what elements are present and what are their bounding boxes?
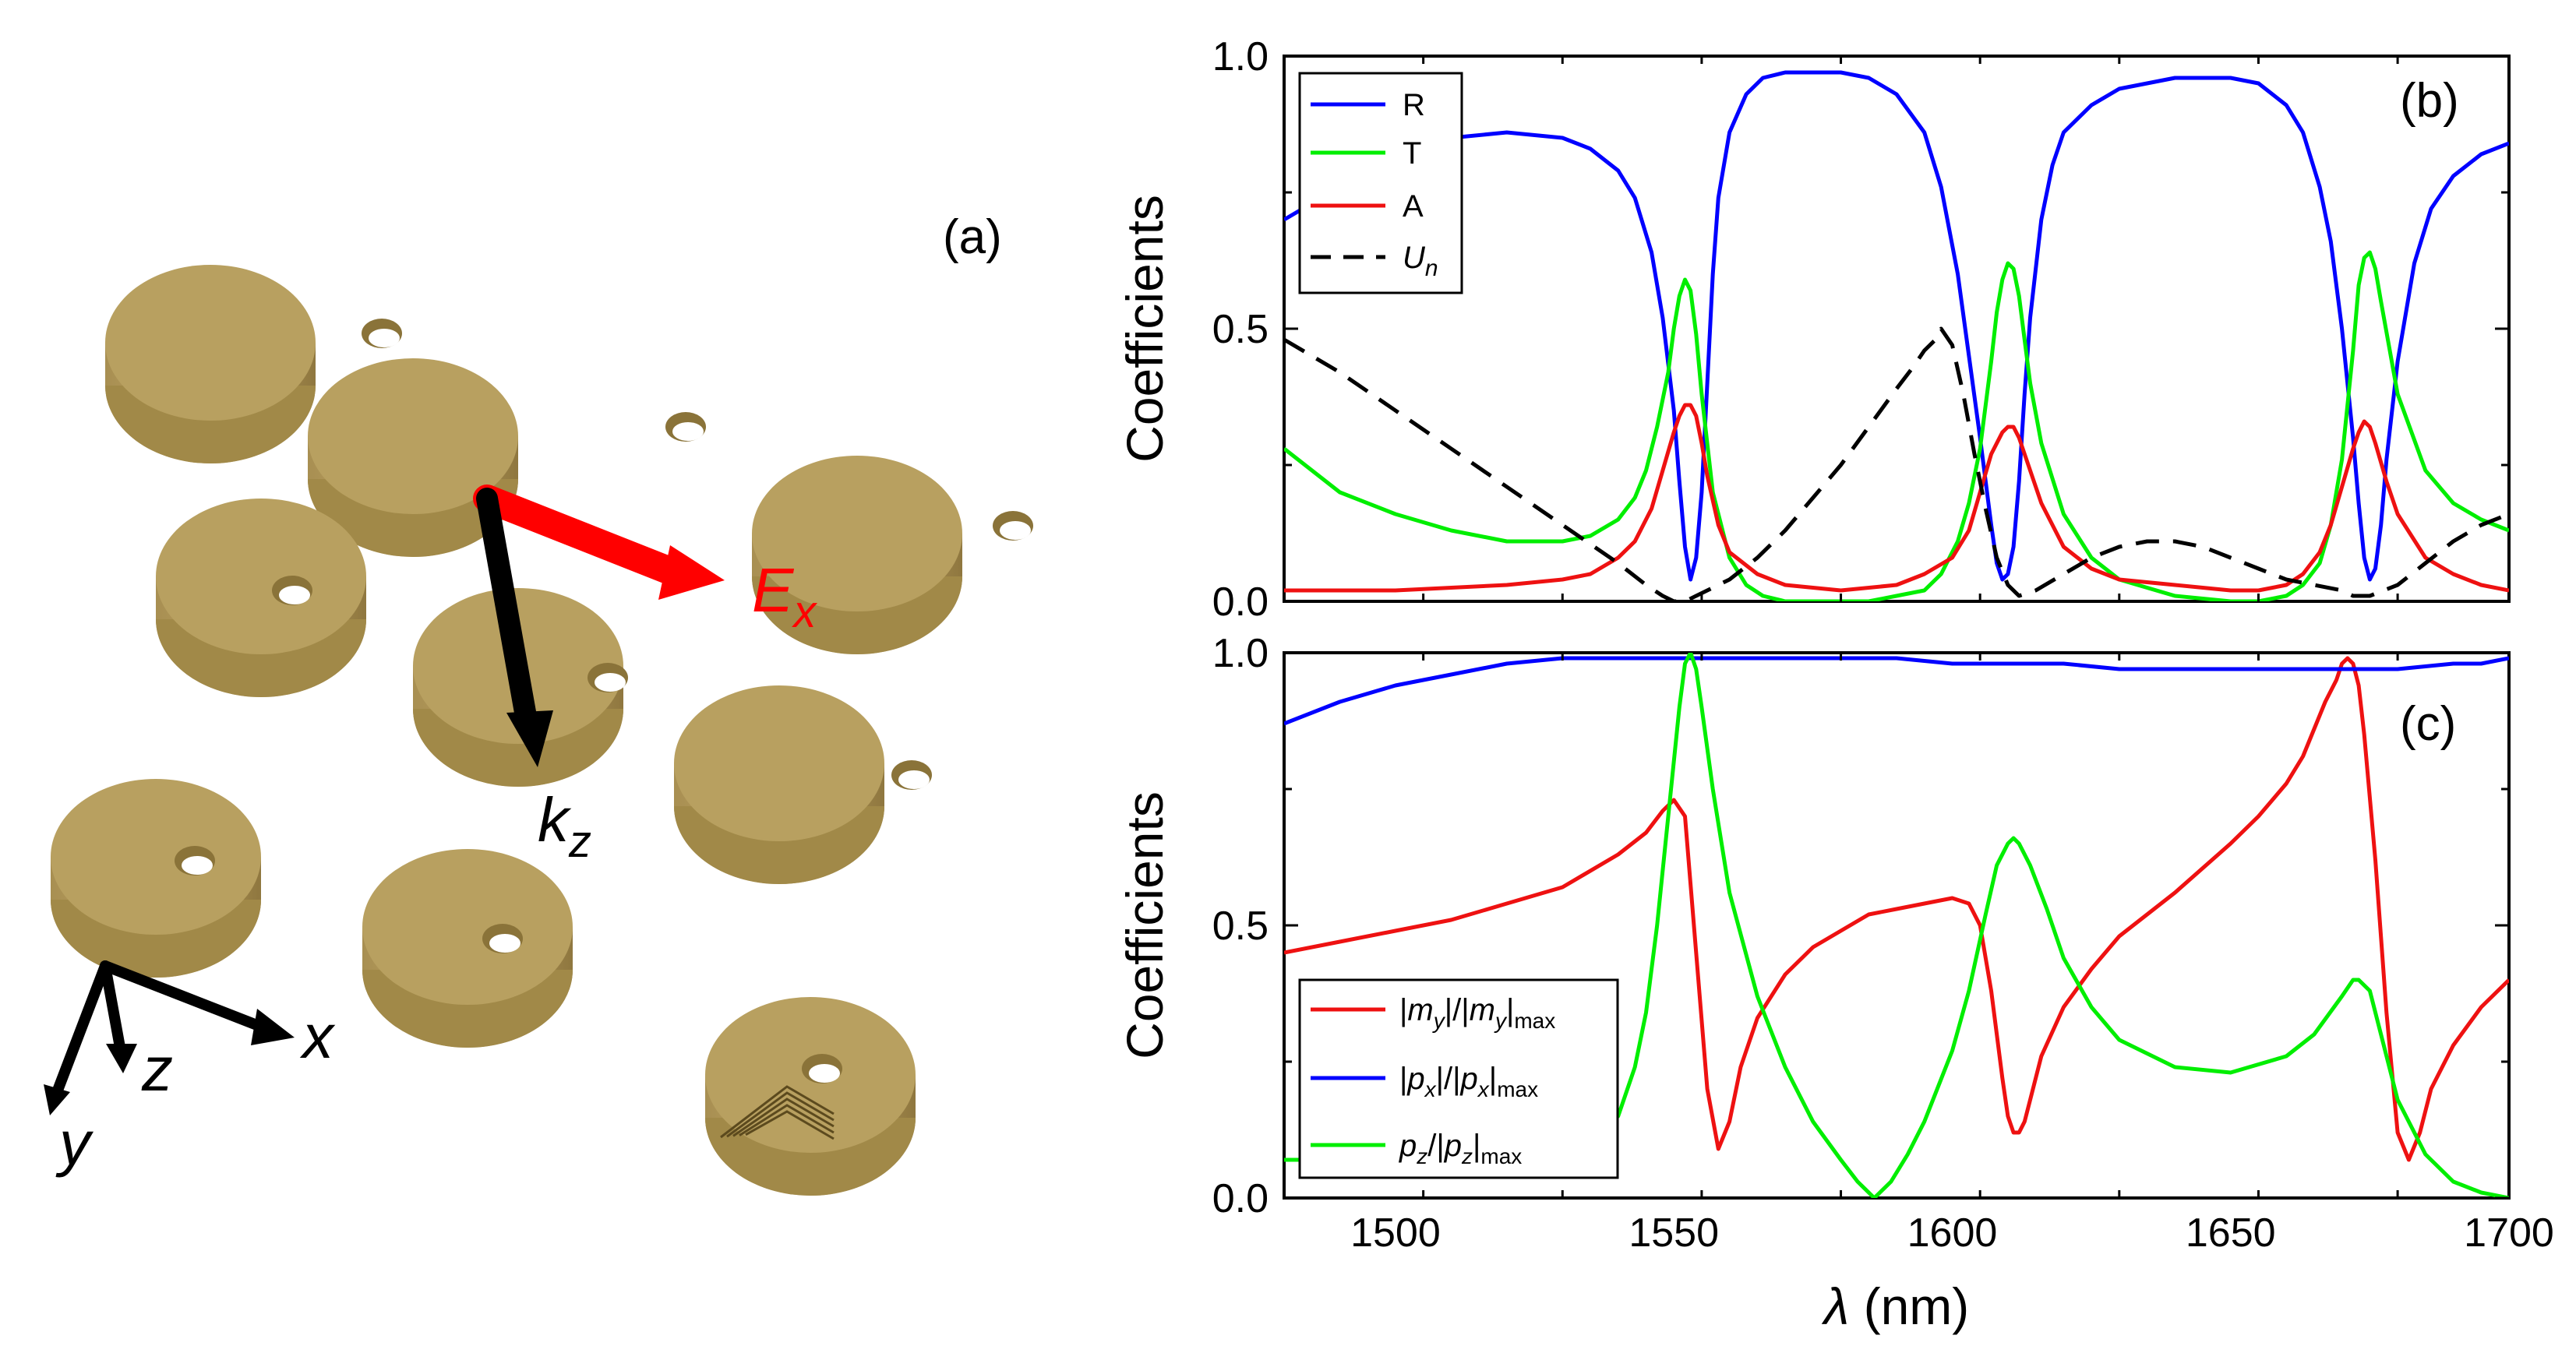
legend-text-part: /| — [1427, 1129, 1445, 1163]
y-tick-label: 0.0 — [1212, 1176, 1269, 1221]
panel-label-a: (a) — [943, 210, 1002, 264]
xlabel-unit: (nm) — [1849, 1277, 1969, 1335]
series-line-r — [1284, 70, 2509, 582]
panel-c-legend: |my|/|my|max |px|/|px|max pz/|pz|max — [1298, 978, 1619, 1179]
panel-b-ticks: 0.0 0.5 1.0 — [1212, 34, 2509, 625]
legend-text-part: | — [1399, 1062, 1407, 1096]
legend-text-part: max — [1480, 1144, 1522, 1168]
k-vector-label: k — [538, 785, 572, 854]
series-line-t — [1284, 250, 2509, 601]
svg-text:Ex: Ex — [752, 555, 817, 637]
panel-c-ylabel: Coefficients — [1116, 791, 1173, 1059]
y-tick-label: 0.0 — [1212, 580, 1269, 625]
legend-text-part: y — [1432, 1009, 1446, 1033]
legend-un: U — [1403, 241, 1426, 275]
panel-b-chart: 0.0 0.5 1.0 (b) Coefficients R T A Un — [1116, 34, 2511, 625]
y-tick-label: 1.0 — [1212, 631, 1269, 676]
nanodisk — [105, 265, 402, 463]
y-tick-label: 0.5 — [1212, 307, 1269, 352]
panel-a-diagram: (a) Ex kz x z y — [44, 210, 1033, 1196]
panel-b-plot-area — [1284, 70, 2509, 601]
panel-c-xlabel: λ (nm) — [1822, 1277, 1969, 1335]
x-axis-arrowhead — [251, 1009, 295, 1045]
series-line-mymymax — [1284, 656, 2509, 1162]
nanodisk — [308, 358, 706, 557]
x-tick-label: 1550 — [1629, 1210, 1719, 1256]
legend-text-part: | — [1489, 1062, 1497, 1096]
panel-label-c: (c) — [2400, 697, 2456, 751]
xlabel-lambda: λ — [1822, 1277, 1849, 1335]
legend-text-part: z — [1416, 1144, 1427, 1168]
panel-c-plot-area — [1284, 653, 2509, 1198]
legend-text-part: x — [1424, 1077, 1437, 1101]
legend-text-part: m — [1470, 993, 1495, 1027]
panel-b-legend: R T A Un — [1298, 72, 1463, 294]
legend-text-part: |/| — [1436, 1062, 1461, 1096]
series-line-a — [1284, 403, 2509, 593]
legend-text-part: z — [1461, 1144, 1473, 1168]
coordinate-axes — [51, 960, 274, 1100]
series-line-un — [1284, 326, 2509, 601]
legend-text-part: max — [1514, 1009, 1555, 1033]
k-vector-arrow: kz — [476, 488, 591, 867]
legend-text-part: x — [1477, 1077, 1490, 1101]
x-tick-label: 1600 — [1907, 1210, 1998, 1256]
legend-t: T — [1403, 136, 1421, 171]
svg-text:kz: kz — [538, 785, 591, 867]
x-tick-label: 1650 — [2186, 1210, 2276, 1256]
e-field-arrow: Ex — [473, 484, 817, 637]
nanodisk-array — [51, 265, 1033, 1196]
e-field-subscript: x — [791, 587, 817, 637]
legend-text-part: | — [1473, 1129, 1480, 1163]
nanodisk — [705, 997, 916, 1196]
legend-text-part: |/| — [1445, 993, 1470, 1027]
nanodisk — [51, 779, 261, 978]
nanodisk — [362, 849, 573, 1048]
nanodisk — [752, 456, 1033, 654]
series-line-pxpxmax — [1284, 656, 2509, 726]
x-tick-label: 1700 — [2464, 1210, 2554, 1256]
legend-px: |px|/|px|max — [1399, 1062, 1538, 1101]
nanodisk — [674, 685, 932, 884]
y-tick-label: 0.5 — [1212, 904, 1269, 949]
y-axis-label: y — [55, 1108, 94, 1178]
legend-text-part: | — [1399, 993, 1407, 1027]
legend-text-part: max — [1497, 1077, 1538, 1101]
panel-b-ylabel: Coefficients — [1116, 195, 1173, 463]
legend-text-part: p — [1444, 1129, 1462, 1163]
k-vector-subscript: z — [568, 816, 591, 867]
legend-text-part: p — [1399, 1129, 1417, 1163]
legend-my: |my|/|my|max — [1399, 993, 1555, 1033]
legend-r: R — [1403, 88, 1425, 122]
svg-text:Un: Un — [1403, 241, 1438, 281]
legend-text-part: m — [1407, 993, 1433, 1027]
legend-un-sub: n — [1425, 255, 1438, 281]
y-axis-arrowhead — [44, 1084, 70, 1115]
legend-text-part: p — [1406, 1062, 1424, 1096]
legend-pz: pz/|pz|max — [1399, 1129, 1522, 1168]
panel-c-ticks: 1500 1550 1600 1650 1700 0.0 0.5 1.0 — [1212, 631, 2554, 1256]
legend-a: A — [1403, 189, 1424, 224]
z-axis-label: z — [141, 1034, 173, 1104]
y-tick-label: 1.0 — [1212, 34, 1269, 79]
x-axis-label: x — [299, 1002, 336, 1071]
z-axis-arrowhead — [106, 1044, 137, 1073]
nanodisk — [156, 499, 366, 697]
panel-label-b: (b) — [2400, 74, 2459, 128]
legend-text-part: y — [1494, 1009, 1508, 1033]
x-tick-label: 1500 — [1350, 1210, 1441, 1256]
e-field-label: E — [752, 555, 795, 625]
series-line-pzpzmax — [1284, 653, 2509, 1198]
legend-text-part: | — [1506, 993, 1514, 1027]
panel-c-chart: 1500 1550 1600 1650 1700 0.0 0.5 1.0 (c) Coeffi… — [1116, 631, 2554, 1335]
legend-text-part: p — [1460, 1062, 1478, 1096]
